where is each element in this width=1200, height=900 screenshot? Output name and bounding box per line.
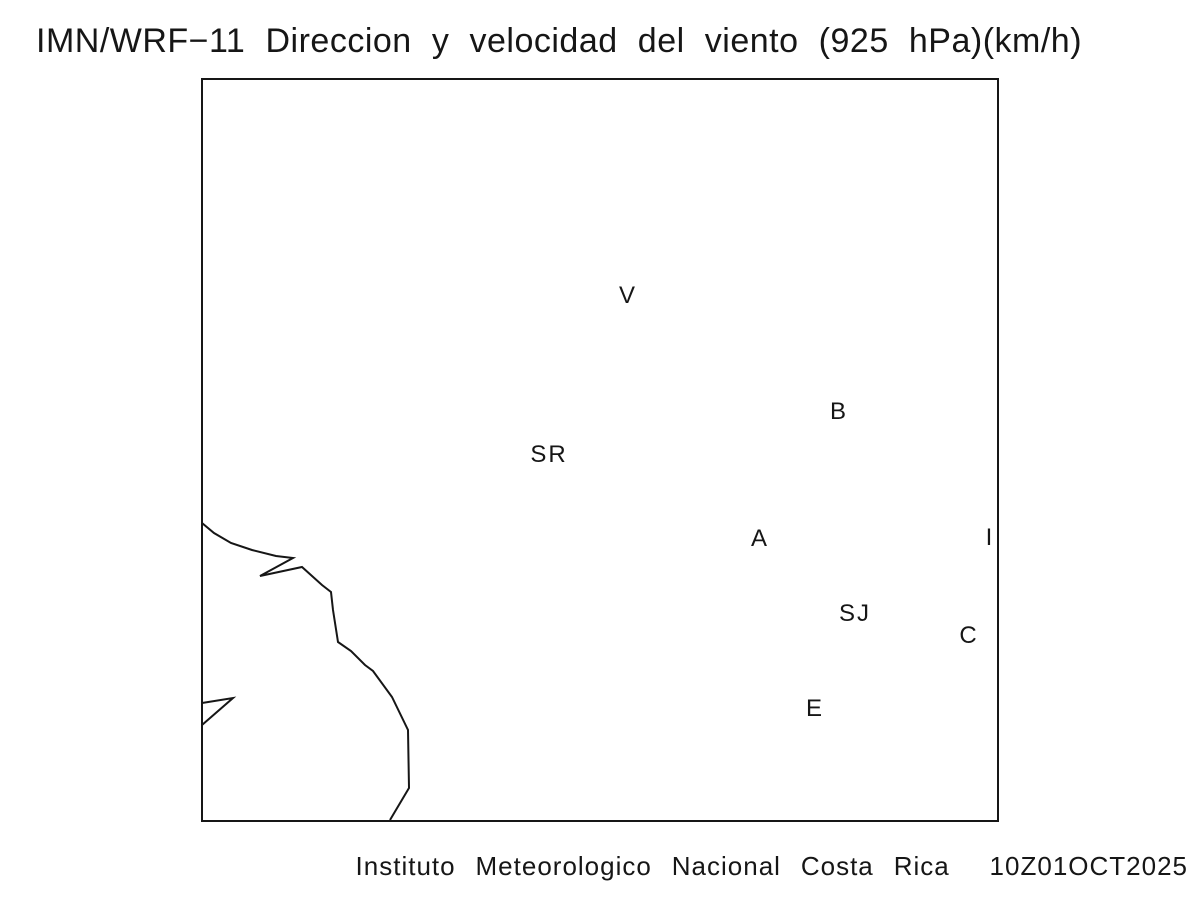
station-label-e: E xyxy=(805,695,825,722)
station-label-sr: SR xyxy=(530,441,568,468)
station-label-sj: SJ xyxy=(838,600,872,627)
peninsula-coastline xyxy=(201,696,237,726)
station-label-v: V xyxy=(618,282,638,309)
station-label-a: A xyxy=(750,525,770,552)
plot-frame xyxy=(201,78,999,822)
station-label-b: B xyxy=(829,398,849,425)
footer-caption: Instituto Meteorologico Nacional Costa R… xyxy=(355,851,1188,881)
page-title: IMN/WRF−11 Direccion y velocidad del vie… xyxy=(36,22,1083,60)
station-label-i: I xyxy=(985,524,995,551)
coastline xyxy=(201,522,411,821)
station-label-c: C xyxy=(959,622,979,649)
